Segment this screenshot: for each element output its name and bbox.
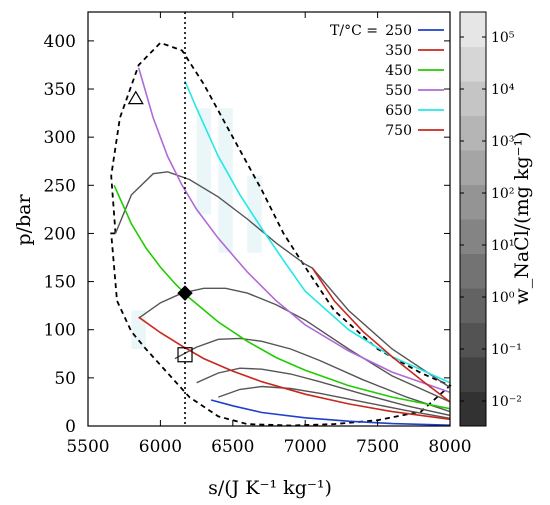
legend-label: 650 <box>385 103 412 119</box>
y-tick-label: 100 <box>44 321 76 341</box>
colorbar-tick-label: 10⁰ <box>491 290 515 306</box>
series-lines <box>113 67 450 426</box>
y-tick-label: 200 <box>44 224 76 244</box>
colorbar: 10⁻² 10⁻¹ 10⁰ 10¹ 10² 10³ 10⁴ 10⁵ <box>459 11 522 427</box>
colorbar-tick-label: 10⁴ <box>491 82 515 98</box>
colorbar-title: w_NaCl/(mg kg⁻¹) <box>511 131 533 304</box>
series-line-350 <box>138 316 450 421</box>
colorbar-tick-label: 10³ <box>491 134 514 150</box>
colorbar-segment <box>460 391 486 427</box>
legend: T/°C = 250 350 450 550 650 750 <box>330 23 444 139</box>
shading-patch <box>247 175 262 253</box>
background-shading <box>131 108 262 349</box>
two-phase-envelope <box>110 41 452 427</box>
colorbar-segment <box>460 150 486 185</box>
series-line-550 <box>137 67 450 394</box>
colorbar-segment <box>460 357 486 392</box>
colorbar-tick-label: 10² <box>491 186 514 202</box>
colorbar-segment <box>460 184 486 220</box>
shading-patch <box>131 310 146 349</box>
colorbar-segment <box>460 288 486 323</box>
y-tick-label: 50 <box>54 369 76 389</box>
legend-title: T/°C = <box>330 23 378 39</box>
marker-diamond <box>177 285 193 301</box>
colorbar-segment <box>460 115 486 151</box>
colorbar-tick-label: 10⁻² <box>491 394 522 410</box>
isobar-curve <box>196 367 450 417</box>
colorbar-frame <box>459 11 487 427</box>
legend-label: 750 <box>385 123 412 139</box>
y-tick-label: 400 <box>44 32 76 52</box>
x-axis-title: s/(J K⁻¹ kg⁻¹) <box>208 477 332 499</box>
colorbar-segment <box>460 81 486 116</box>
colorbar-segment <box>460 219 486 254</box>
x-tick-label: 7000 <box>284 437 327 457</box>
isobar-curve <box>174 337 450 413</box>
y-tick-label: 350 <box>44 80 76 100</box>
marker-square <box>177 347 193 363</box>
series-line-750 <box>311 267 450 403</box>
x-axis-ticks: 5500 6000 6500 7000 7500 8000 <box>66 12 472 457</box>
colorbar-segment <box>460 12 486 47</box>
colorbar-segment <box>460 46 486 82</box>
colorbar-tick-label: 10⁻¹ <box>491 342 522 358</box>
series-line-650 <box>184 80 450 384</box>
x-tick-label: 7500 <box>356 437 399 457</box>
series-line-450 <box>113 184 450 410</box>
plot-frame <box>87 11 451 427</box>
markers <box>127 90 193 363</box>
legend-label: 250 <box>385 23 412 39</box>
y-tick-label: 0 <box>65 417 76 437</box>
isobar-curve <box>114 171 450 389</box>
y-tick-label: 250 <box>44 176 76 196</box>
colorbar-tick-label: 10¹ <box>491 238 514 254</box>
x-tick-label: 6500 <box>211 437 254 457</box>
y-axis-title: p/bar <box>13 194 35 246</box>
legend-label: 550 <box>385 83 412 99</box>
y-tick-label: 150 <box>44 273 76 293</box>
colorbar-segment <box>460 322 486 358</box>
shading-patch <box>218 108 233 253</box>
colorbar-tick-label: 10⁵ <box>491 30 515 46</box>
shading-patch <box>196 108 212 215</box>
marker-triangle <box>127 90 144 105</box>
series-line-250 <box>210 399 450 426</box>
x-tick-label: 6000 <box>139 437 182 457</box>
isobar-curve <box>218 385 450 419</box>
x-tick-label: 8000 <box>428 437 471 457</box>
x-tick-label: 5500 <box>66 437 109 457</box>
colorbar-segment <box>460 253 486 289</box>
legend-label: 350 <box>385 43 412 59</box>
y-axis-ticks: 0 50 100 150 200 250 300 350 400 <box>44 32 450 437</box>
legend-label: 450 <box>385 63 412 79</box>
y-tick-label: 300 <box>44 128 76 148</box>
